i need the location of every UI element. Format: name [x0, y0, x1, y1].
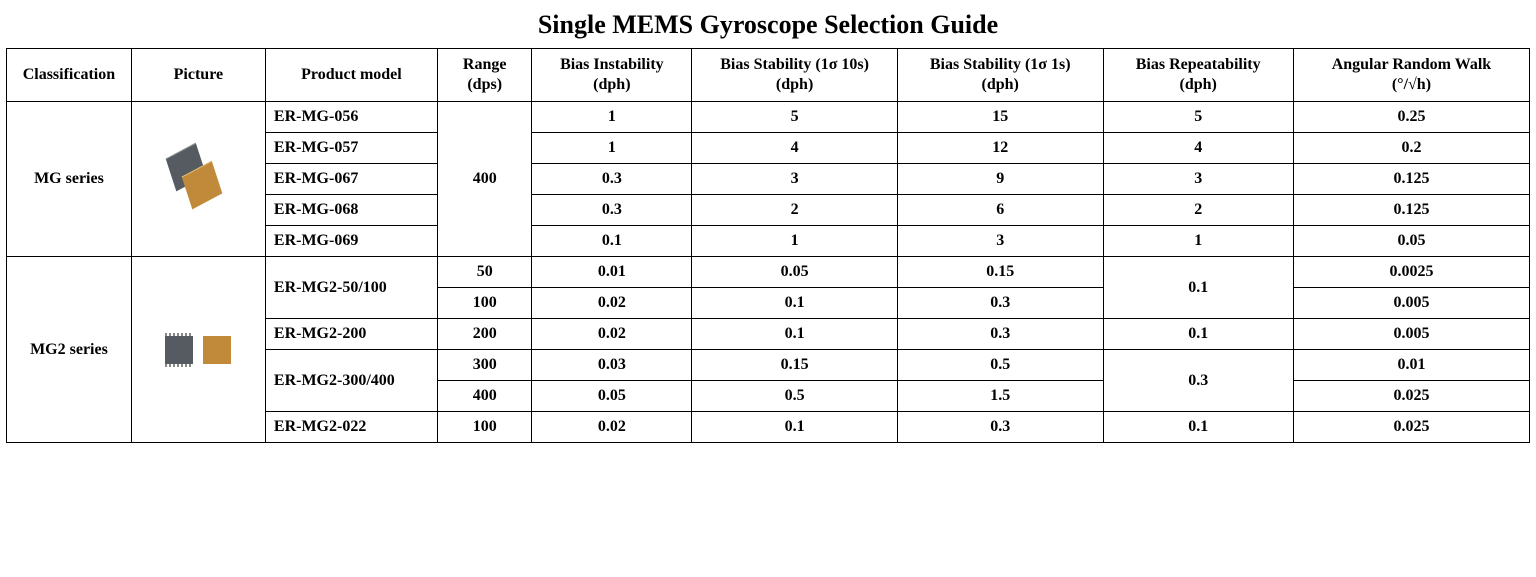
arw-cell: 0.2 [1293, 133, 1529, 164]
bi-cell: 0.02 [532, 319, 692, 350]
rep-cell: 3 [1103, 164, 1293, 195]
bs1-cell: 9 [897, 164, 1103, 195]
model-cell: ER-MG2-022 [265, 412, 437, 443]
picture-cell [131, 257, 265, 443]
range-cell: 200 [437, 319, 531, 350]
arw-cell: 0.025 [1293, 412, 1529, 443]
bs10-cell: 5 [692, 102, 898, 133]
arw-cell: 0.0025 [1293, 257, 1529, 288]
col-picture: Picture [131, 49, 265, 102]
model-cell: ER-MG-057 [265, 133, 437, 164]
col-product-model: Product model [265, 49, 437, 102]
range-cell: 400 [437, 381, 531, 412]
col-range: Range(dps) [437, 49, 531, 102]
bs1-cell: 6 [897, 195, 1103, 226]
bs10-cell: 0.15 [692, 350, 898, 381]
bi-cell: 0.3 [532, 164, 692, 195]
bs10-cell: 0.1 [692, 412, 898, 443]
model-cell: ER-MG-069 [265, 226, 437, 257]
bs1-cell: 1.5 [897, 381, 1103, 412]
model-cell: ER-MG-067 [265, 164, 437, 195]
rep-cell: 4 [1103, 133, 1293, 164]
bs10-cell: 1 [692, 226, 898, 257]
bs10-cell: 0.1 [692, 319, 898, 350]
rep-cell: 0.3 [1103, 350, 1293, 412]
rep-cell: 5 [1103, 102, 1293, 133]
col-bias-stability-1s: Bias Stability (1σ 1s)(dph) [897, 49, 1103, 102]
arw-cell: 0.005 [1293, 288, 1529, 319]
bs1-cell: 0.3 [897, 319, 1103, 350]
table-row: MG2 series ER-MG2-50/100 50 0.01 0.05 0.… [7, 257, 1530, 288]
bs1-cell: 0.15 [897, 257, 1103, 288]
bs10-cell: 0.1 [692, 288, 898, 319]
arw-cell: 0.025 [1293, 381, 1529, 412]
bi-cell: 0.02 [532, 288, 692, 319]
bs1-cell: 12 [897, 133, 1103, 164]
model-cell: ER-MG-056 [265, 102, 437, 133]
model-cell: ER-MG2-200 [265, 319, 437, 350]
arw-cell: 0.125 [1293, 195, 1529, 226]
arw-cell: 0.01 [1293, 350, 1529, 381]
arw-cell: 0.05 [1293, 226, 1529, 257]
range-cell: 300 [437, 350, 531, 381]
classification-cell: MG2 series [7, 257, 132, 443]
bs1-cell: 3 [897, 226, 1103, 257]
bi-cell: 0.03 [532, 350, 692, 381]
bs10-cell: 4 [692, 133, 898, 164]
col-bias-stability-10s: Bias Stability (1σ 10s)(dph) [692, 49, 898, 102]
col-bias-repeatability: Bias Repeatability(dph) [1103, 49, 1293, 102]
bs10-cell: 3 [692, 164, 898, 195]
model-cell: ER-MG2-50/100 [265, 257, 437, 319]
bs1-cell: 15 [897, 102, 1103, 133]
page-title: Single MEMS Gyroscope Selection Guide [6, 10, 1530, 40]
rep-cell: 0.1 [1103, 319, 1293, 350]
arw-cell: 0.25 [1293, 102, 1529, 133]
range-cell: 100 [437, 412, 531, 443]
bs1-cell: 0.3 [897, 412, 1103, 443]
rep-cell: 0.1 [1103, 412, 1293, 443]
col-classification: Classification [7, 49, 132, 102]
bi-cell: 0.05 [532, 381, 692, 412]
chip-mg-icon [163, 150, 233, 208]
bi-cell: 0.02 [532, 412, 692, 443]
bs10-cell: 2 [692, 195, 898, 226]
rep-cell: 1 [1103, 226, 1293, 257]
bs1-cell: 0.3 [897, 288, 1103, 319]
range-cell: 100 [437, 288, 531, 319]
model-cell: ER-MG-068 [265, 195, 437, 226]
chip-mg2-icon [165, 336, 231, 364]
rep-cell: 0.1 [1103, 257, 1293, 319]
col-arw: Angular Random Walk(°/√h) [1293, 49, 1529, 102]
table-header-row: Classification Picture Product model Ran… [7, 49, 1530, 102]
range-cell: 400 [437, 102, 531, 257]
bi-cell: 1 [532, 133, 692, 164]
bs1-cell: 0.5 [897, 350, 1103, 381]
col-bias-instability: Bias Instability(dph) [532, 49, 692, 102]
bs10-cell: 0.5 [692, 381, 898, 412]
table-row: MG series ER-MG-056 400 1 5 15 5 0.25 [7, 102, 1530, 133]
arw-cell: 0.005 [1293, 319, 1529, 350]
selection-guide-table: Classification Picture Product model Ran… [6, 48, 1530, 443]
bs10-cell: 0.05 [692, 257, 898, 288]
bi-cell: 0.3 [532, 195, 692, 226]
picture-cell [131, 102, 265, 257]
range-cell: 50 [437, 257, 531, 288]
classification-cell: MG series [7, 102, 132, 257]
bi-cell: 0.1 [532, 226, 692, 257]
model-cell: ER-MG2-300/400 [265, 350, 437, 412]
bi-cell: 1 [532, 102, 692, 133]
rep-cell: 2 [1103, 195, 1293, 226]
arw-cell: 0.125 [1293, 164, 1529, 195]
bi-cell: 0.01 [532, 257, 692, 288]
